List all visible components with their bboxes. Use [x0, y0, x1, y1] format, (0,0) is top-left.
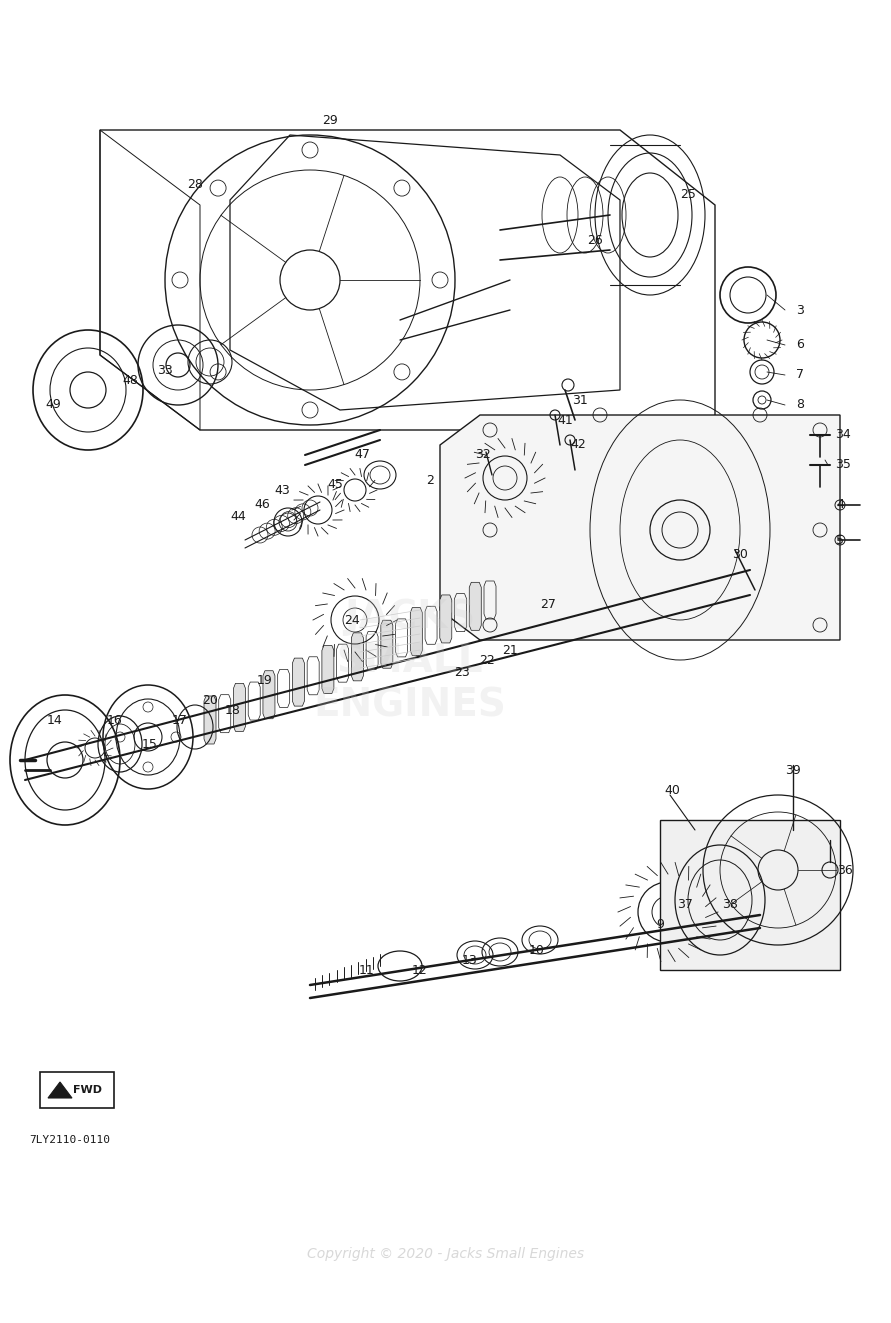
Text: 6: 6: [796, 339, 804, 352]
Text: 36: 36: [838, 864, 853, 877]
Text: 10: 10: [529, 943, 545, 957]
Text: 35: 35: [835, 459, 851, 471]
Polygon shape: [470, 582, 481, 630]
Text: 40: 40: [664, 783, 680, 796]
Polygon shape: [411, 607, 422, 656]
Text: 43: 43: [274, 483, 290, 496]
Polygon shape: [204, 696, 216, 744]
Text: 12: 12: [413, 963, 428, 976]
Text: 24: 24: [344, 614, 360, 627]
Text: 11: 11: [359, 963, 375, 976]
Text: 13: 13: [462, 954, 478, 967]
Text: 9: 9: [656, 918, 664, 931]
Polygon shape: [233, 684, 246, 732]
Text: JACKS
SMALL
ENGINES: JACKS SMALL ENGINES: [314, 598, 506, 725]
Polygon shape: [263, 671, 275, 718]
Text: 29: 29: [323, 114, 338, 127]
Text: 20: 20: [202, 693, 218, 706]
Text: 22: 22: [479, 654, 495, 667]
Text: 16: 16: [107, 713, 123, 726]
Text: 7: 7: [796, 369, 804, 381]
Polygon shape: [351, 632, 364, 681]
Text: 15: 15: [142, 738, 158, 751]
Text: 31: 31: [572, 393, 588, 406]
Text: 27: 27: [540, 598, 556, 611]
Text: 17: 17: [172, 713, 188, 726]
Text: 39: 39: [785, 763, 801, 777]
Text: 3: 3: [796, 303, 804, 316]
Text: 41: 41: [557, 414, 573, 426]
Text: 2: 2: [426, 474, 434, 487]
Text: 49: 49: [45, 398, 61, 411]
Text: Copyright © 2020 - Jacks Small Engines: Copyright © 2020 - Jacks Small Engines: [307, 1248, 584, 1261]
Text: 44: 44: [230, 511, 246, 524]
Text: 34: 34: [835, 429, 851, 442]
Text: 45: 45: [327, 479, 343, 492]
Text: 46: 46: [254, 497, 270, 511]
Text: 21: 21: [503, 643, 518, 656]
Text: 5: 5: [836, 533, 844, 546]
Text: 4: 4: [836, 499, 844, 512]
Polygon shape: [48, 1082, 72, 1098]
Text: 7LY2110-0110: 7LY2110-0110: [29, 1135, 110, 1144]
Text: 26: 26: [587, 233, 603, 246]
Polygon shape: [440, 415, 840, 640]
Text: 14: 14: [47, 713, 63, 726]
Text: FWD: FWD: [73, 1085, 102, 1095]
Text: 8: 8: [796, 398, 804, 411]
Polygon shape: [292, 658, 305, 706]
Text: 33: 33: [157, 364, 173, 377]
Text: 48: 48: [122, 373, 138, 386]
Text: 19: 19: [257, 673, 273, 687]
Text: 37: 37: [677, 898, 693, 912]
Text: 25: 25: [680, 188, 696, 201]
Text: 47: 47: [354, 448, 370, 462]
Polygon shape: [660, 820, 840, 970]
Text: 42: 42: [570, 438, 586, 451]
Text: 30: 30: [732, 549, 748, 561]
Text: 28: 28: [187, 179, 203, 192]
Text: 23: 23: [454, 665, 470, 679]
Polygon shape: [322, 646, 334, 693]
Polygon shape: [380, 620, 393, 668]
Text: 32: 32: [475, 448, 491, 462]
Polygon shape: [440, 595, 452, 643]
Text: 18: 18: [225, 704, 241, 717]
Text: 38: 38: [722, 898, 738, 912]
